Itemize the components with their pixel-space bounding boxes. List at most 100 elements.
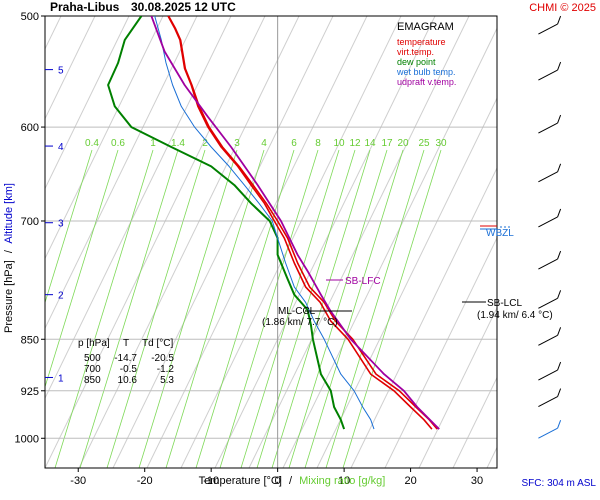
mixing-ratio-label: 3 bbox=[234, 138, 240, 149]
dry-adiabat-line bbox=[112, 16, 334, 468]
wind-barb bbox=[538, 163, 562, 183]
mixing-ratio-label: 30 bbox=[435, 138, 447, 149]
temp-tick-label: -20 bbox=[137, 475, 153, 487]
legend-item-temperature: temperature bbox=[397, 37, 446, 47]
dry-adiabat-line bbox=[146, 16, 368, 468]
sb-lcl-label: SB-LCL bbox=[487, 298, 522, 309]
axis-layer: 0.4 0.6 1 1.4 2 3 4 6 8 10 12 14 17 20 25 3050060070085… bbox=[15, 11, 484, 487]
wind-barb-flag bbox=[557, 163, 562, 173]
table-row-700-td: -1.2 bbox=[157, 364, 175, 375]
ml-ccl-detail: (1.86 km/ 7.7 °C) bbox=[262, 317, 338, 328]
wind-barb bbox=[538, 327, 562, 346]
pressure-tick-label: 1000 bbox=[15, 433, 39, 445]
legend-item-virt-temp: virt.temp. bbox=[397, 47, 434, 57]
wind-barb-staff bbox=[538, 334, 558, 346]
mixing-ratio-line bbox=[271, 149, 371, 468]
wind-barb bbox=[538, 419, 562, 439]
wind-barb-flag bbox=[557, 61, 562, 71]
marker-layer bbox=[305, 225, 512, 312]
temp-tick-label: 30 bbox=[471, 475, 483, 487]
mixing-ratio-label: 4 bbox=[261, 138, 267, 149]
y-axis-label: Pressure [hPa] / Altitude [km] bbox=[3, 183, 15, 333]
sounding-table: p [hPa] T Td [°C] 500 -14.7 -20.5 700 -0… bbox=[78, 338, 174, 386]
dry-adiabat-line bbox=[589, 16, 600, 468]
wind-barb bbox=[538, 208, 562, 228]
dry-adiabat-line bbox=[214, 16, 436, 468]
wind-barb-flag bbox=[557, 208, 562, 218]
altitude-tick-label: 1 bbox=[58, 373, 64, 384]
pressure-tick-label: 600 bbox=[21, 122, 39, 134]
station-title: Praha-Libus bbox=[50, 0, 120, 14]
series-line-udpraft-v-temp- bbox=[150, 16, 440, 430]
mixing-ratio-line bbox=[54, 149, 154, 468]
pressure-tick-label: 500 bbox=[21, 11, 39, 23]
dry-adiabat-line bbox=[45, 16, 96, 120]
temp-tick-label: 10 bbox=[338, 475, 350, 487]
table-header-t: T bbox=[123, 338, 129, 349]
mixing-ratio-line bbox=[240, 149, 340, 468]
mixing-ratio-label: 1 bbox=[150, 138, 156, 149]
x-axis-label-sep: / bbox=[289, 475, 293, 487]
dry-adiabat-line bbox=[452, 376, 497, 468]
table-row-500-t: -14.7 bbox=[114, 353, 137, 364]
plot-frame bbox=[44, 15, 498, 469]
legend-item-wet-bulb: wet bulb temp. bbox=[396, 67, 456, 77]
legend-item-dew-point: dew point bbox=[397, 57, 436, 67]
series-layer bbox=[107, 16, 440, 430]
legend-item-updraft: udpraft v.temp. bbox=[397, 77, 456, 87]
mixing-ratio-label: 25 bbox=[418, 138, 430, 149]
wind-barb-flag bbox=[557, 388, 562, 397]
altitude-tick-label: 4 bbox=[58, 142, 64, 153]
datetime-title: 30.08.2025 12 UTC bbox=[131, 0, 236, 14]
mixing-ratio-line bbox=[45, 149, 93, 304]
wind-barb-flag bbox=[557, 250, 562, 260]
series-line-wet-bulb-temp- bbox=[154, 16, 375, 430]
table-header-td: Td [°C] bbox=[142, 338, 173, 349]
mixing-ratio-line bbox=[342, 149, 442, 468]
mixing-ratio-line bbox=[219, 149, 319, 468]
mixing-ratio-line bbox=[325, 149, 425, 468]
dry-adiabat-line bbox=[45, 16, 266, 468]
mixing-ratio-line bbox=[138, 149, 238, 468]
mixing-ratio-line bbox=[45, 149, 119, 389]
mixing-ratio-line bbox=[165, 149, 265, 468]
pressure-tick-label: 700 bbox=[21, 216, 39, 228]
table-header-p: p [hPa] bbox=[78, 338, 110, 349]
dry-adiabat-line bbox=[350, 166, 497, 468]
temp-tick-label: 0 bbox=[275, 475, 281, 487]
mixing-ratio-label: 20 bbox=[397, 138, 409, 149]
mixing-ratio-label: 0.4 bbox=[85, 138, 99, 149]
wind-barb bbox=[538, 114, 562, 134]
dry-adiabat-line bbox=[45, 16, 198, 330]
table-row-850-p: 850 bbox=[84, 375, 101, 386]
wind-barb-flag bbox=[557, 327, 562, 336]
dry-adiabat-line bbox=[521, 16, 600, 468]
wind-barb-flag bbox=[557, 15, 562, 25]
wind-barb-flag bbox=[557, 290, 562, 299]
wind-barb-staff bbox=[538, 427, 558, 439]
temp-tick-label: -10 bbox=[203, 475, 219, 487]
dry-adiabat-line bbox=[282, 27, 497, 468]
wind-barb-flag bbox=[557, 361, 562, 371]
altitude-tick-label: 2 bbox=[58, 291, 64, 302]
mixing-ratio-label: 1.4 bbox=[171, 138, 185, 149]
dry-adiabat-line bbox=[316, 97, 497, 468]
wind-barb-staff bbox=[538, 23, 558, 35]
series-line-virt-temp- bbox=[167, 16, 438, 430]
dry-adiabat-line bbox=[418, 306, 497, 468]
wind-barb bbox=[538, 388, 562, 408]
dry-adiabat-line bbox=[555, 16, 600, 468]
legend: EMAGRAM temperature virt.temp. dew point… bbox=[396, 21, 456, 87]
copyright: CHMI © 2025 bbox=[529, 2, 596, 14]
x-axis-label: Temperature [°C] / Mixing ratio [g/kg] bbox=[199, 475, 386, 487]
altitude-tick-label: 3 bbox=[58, 219, 64, 230]
table-row-500-td: -20.5 bbox=[151, 353, 174, 364]
table-row-500-p: 500 bbox=[84, 353, 101, 364]
surface-info: SFC: 304 m ASL bbox=[522, 478, 597, 489]
wind-barb-staff bbox=[538, 171, 558, 183]
table-row-700-p: 700 bbox=[84, 364, 101, 375]
mixing-ratio-line bbox=[79, 149, 179, 468]
series-line-dew-point bbox=[107, 16, 346, 430]
temp-tick-label: 20 bbox=[404, 475, 416, 487]
